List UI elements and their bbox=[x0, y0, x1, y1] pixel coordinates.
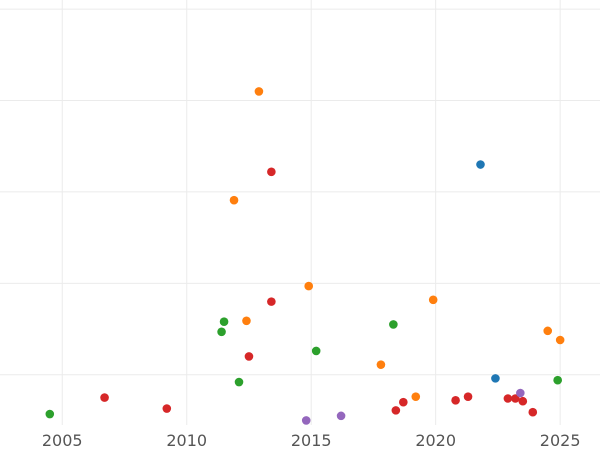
data-point bbox=[451, 396, 460, 405]
data-point bbox=[162, 404, 172, 413]
data-point bbox=[254, 87, 264, 96]
data-point bbox=[45, 409, 55, 419]
data-point bbox=[244, 352, 254, 361]
x-axis: 2005 2010 2015 2020 2025 bbox=[42, 431, 581, 450]
data-point bbox=[399, 397, 408, 407]
data-point bbox=[219, 317, 229, 327]
data-point bbox=[336, 411, 346, 421]
data-point bbox=[391, 406, 401, 415]
data-point bbox=[528, 407, 538, 417]
data-point bbox=[229, 195, 239, 205]
data-point bbox=[100, 393, 109, 402]
x-tick-label: 2020 bbox=[415, 431, 456, 450]
data-point bbox=[267, 167, 276, 177]
data-point bbox=[518, 396, 528, 406]
data-point bbox=[267, 297, 276, 306]
data-point bbox=[389, 320, 398, 329]
data-point bbox=[516, 388, 525, 398]
data-point bbox=[476, 160, 485, 169]
data-point bbox=[301, 416, 311, 425]
x-tick-label: 2025 bbox=[540, 431, 581, 450]
x-tick-label: 2005 bbox=[42, 431, 83, 450]
x-tick-label: 2015 bbox=[291, 431, 332, 450]
data-point bbox=[234, 377, 244, 387]
data-point bbox=[428, 295, 438, 305]
data-point bbox=[511, 394, 520, 403]
data-point bbox=[503, 394, 513, 403]
grid-layer bbox=[0, 0, 600, 425]
data-point bbox=[376, 360, 386, 369]
data-point bbox=[463, 392, 473, 401]
data-point bbox=[304, 281, 314, 291]
data-point bbox=[553, 375, 562, 385]
data-point bbox=[217, 327, 226, 337]
data-point bbox=[555, 335, 565, 345]
data-point bbox=[411, 392, 421, 401]
data-point bbox=[311, 346, 321, 356]
x-tick-label: 2010 bbox=[166, 431, 207, 450]
data-point bbox=[242, 316, 251, 326]
data-point bbox=[491, 374, 500, 383]
points-layer bbox=[45, 87, 565, 425]
data-point bbox=[543, 326, 553, 336]
